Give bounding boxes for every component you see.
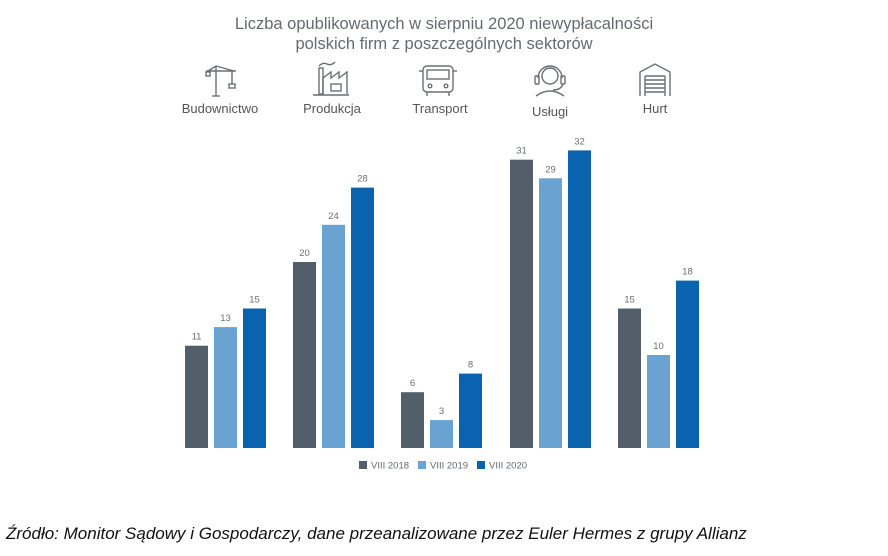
warehouse-icon — [639, 63, 671, 96]
value-label-uslugi-2018: 31 — [516, 146, 527, 157]
bar-produkcja-2018 — [293, 262, 316, 448]
legend: VIII 2018 VIII 2019 VIII 2020 — [359, 461, 527, 472]
value-label-budownictwo-2018: 11 — [192, 332, 202, 343]
chart-title-line-2: polskich firm z poszczególnych sektorów — [295, 35, 593, 53]
value-labels-group: 11 13 15 20 24 28 6 3 8 31 29 32 15 10 18 — [192, 136, 693, 417]
crane-icon — [205, 65, 236, 97]
bars-group — [185, 150, 699, 449]
category-label-hurt: Hurt — [643, 101, 668, 116]
bar-uslugi-2019 — [539, 178, 562, 449]
category-label-produkcja: Produkcja — [303, 101, 362, 116]
value-label-budownictwo-2019: 13 — [220, 313, 231, 324]
bar-budownictwo-2019 — [214, 327, 237, 448]
source-caption: Źródło: Monitor Sądowy i Gospodarczy, da… — [6, 524, 747, 543]
bar-budownictwo-2018 — [185, 345, 208, 448]
category-label-budownictwo: Budownictwo — [182, 101, 259, 116]
value-label-transport-2020: 8 — [468, 360, 473, 371]
value-label-hurt-2019: 10 — [653, 341, 664, 352]
legend-label-2020: VIII 2020 — [489, 461, 527, 472]
legend-item-2018: VIII 2018 — [359, 461, 409, 472]
bar-transport-2020 — [459, 373, 482, 448]
legend-label-2018: VIII 2018 — [371, 461, 409, 472]
factory-icon — [313, 61, 349, 96]
bar-budownictwo-2020 — [243, 308, 266, 448]
value-label-uslugi-2020: 32 — [574, 136, 585, 147]
value-label-budownictwo-2020: 15 — [249, 295, 260, 306]
legend-item-2020: VIII 2020 — [477, 461, 527, 472]
chart-title: Liczba opublikowanych w sierpniu 2020 ni… — [0, 14, 888, 54]
value-label-uslugi-2019: 29 — [545, 164, 556, 175]
bar-chart: Budownictwo Produkcja Transport Usługi H… — [182, 61, 699, 472]
bar-uslugi-2020 — [568, 150, 591, 448]
value-label-transport-2018: 6 — [410, 378, 415, 389]
value-label-hurt-2020: 18 — [682, 267, 693, 278]
value-label-hurt-2018: 15 — [624, 295, 635, 306]
value-label-transport-2019: 3 — [439, 406, 444, 417]
bar-hurt-2020 — [676, 280, 699, 448]
value-label-produkcja-2019: 24 — [328, 211, 339, 222]
headset-icon — [534, 65, 566, 97]
bar-produkcja-2019 — [322, 224, 345, 448]
category-label-uslugi: Usługi — [532, 104, 568, 119]
bar-transport-2018 — [401, 392, 424, 448]
legend-swatch-2019 — [418, 461, 426, 469]
legend-swatch-2020 — [477, 461, 485, 469]
legend-item-2019: VIII 2019 — [418, 461, 468, 472]
bus-icon — [419, 65, 457, 96]
category-label-transport: Transport — [412, 101, 468, 116]
legend-label-2019: VIII 2019 — [430, 461, 468, 472]
value-label-produkcja-2020: 28 — [357, 174, 368, 185]
value-label-produkcja-2018: 20 — [299, 248, 310, 259]
bar-uslugi-2018 — [510, 159, 533, 448]
legend-swatch-2018 — [359, 461, 367, 469]
chart-title-line-1: Liczba opublikowanych w sierpniu 2020 ni… — [234, 15, 654, 33]
bar-produkcja-2020 — [351, 187, 374, 448]
bar-hurt-2019 — [647, 355, 670, 448]
bar-hurt-2018 — [618, 308, 641, 448]
bar-transport-2019 — [430, 420, 453, 448]
